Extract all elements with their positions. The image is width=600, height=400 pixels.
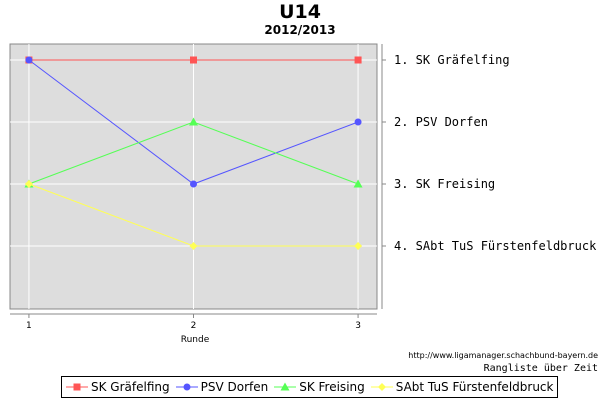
data-point (354, 118, 362, 126)
data-point (354, 242, 363, 250)
legend-swatch-marker (377, 383, 386, 391)
data-point (190, 180, 197, 188)
y-tick-label: 4. SAbt TuS Fürstenfeldbruck (394, 239, 597, 253)
legend-item: SK Freising (274, 380, 365, 394)
y-tick-label: 2. PSV Dorfen (394, 115, 488, 129)
x-tick-label: 2 (191, 321, 197, 331)
x-tick-label: 3 (355, 321, 361, 331)
legend-item: SAbt TuS Fürstenfeldbruck (370, 380, 554, 394)
legend-swatch (370, 383, 393, 391)
legend: SK Gräfelfing PSV Dorfen SK Freising SAbt T… (61, 376, 559, 398)
y-tick-label: 1. SK Gräfelfing (394, 53, 510, 67)
chart-subtitle: 2012/2013 (264, 23, 336, 37)
chart-title: U14 (279, 1, 321, 23)
legend-label: PSV Dorfen (200, 380, 269, 394)
legend-swatch-marker (280, 382, 290, 391)
series-1 (25, 56, 362, 188)
series-layer (24, 56, 363, 250)
legend-label: SK Freising (299, 380, 365, 394)
legend-swatch (66, 383, 88, 391)
data-point (190, 56, 197, 64)
data-point (354, 56, 362, 64)
legend-swatch-marker (183, 383, 191, 391)
legend-label: SK Gräfelfing (91, 380, 170, 394)
data-point (24, 180, 33, 188)
y-tick-label: 3. SK Freising (394, 177, 495, 191)
legend-swatch-marker (73, 383, 81, 391)
data-point (353, 179, 363, 188)
x-tick-label: 1 (26, 321, 32, 331)
data-point (189, 117, 198, 126)
series-3 (24, 180, 363, 250)
legend-swatch (274, 382, 297, 391)
data-point (25, 56, 33, 64)
source-url: http://www.ligamanager.schachbund-bayern… (408, 351, 598, 360)
data-point (189, 242, 198, 250)
x-axis-label: Runde (181, 335, 210, 345)
legend-swatch (175, 383, 198, 391)
legend-label: SAbt TuS Fürstenfeldbruck (395, 380, 554, 394)
legend-item: SK Gräfelfing (66, 380, 170, 394)
chart-caption: Rangliste über Zeit (483, 363, 598, 374)
legend-item: PSV Dorfen (175, 380, 269, 394)
axes: 1 2 3 1. SK Gräfelfing 2. PSV Dorfen 3. SK Fr… (10, 44, 597, 331)
